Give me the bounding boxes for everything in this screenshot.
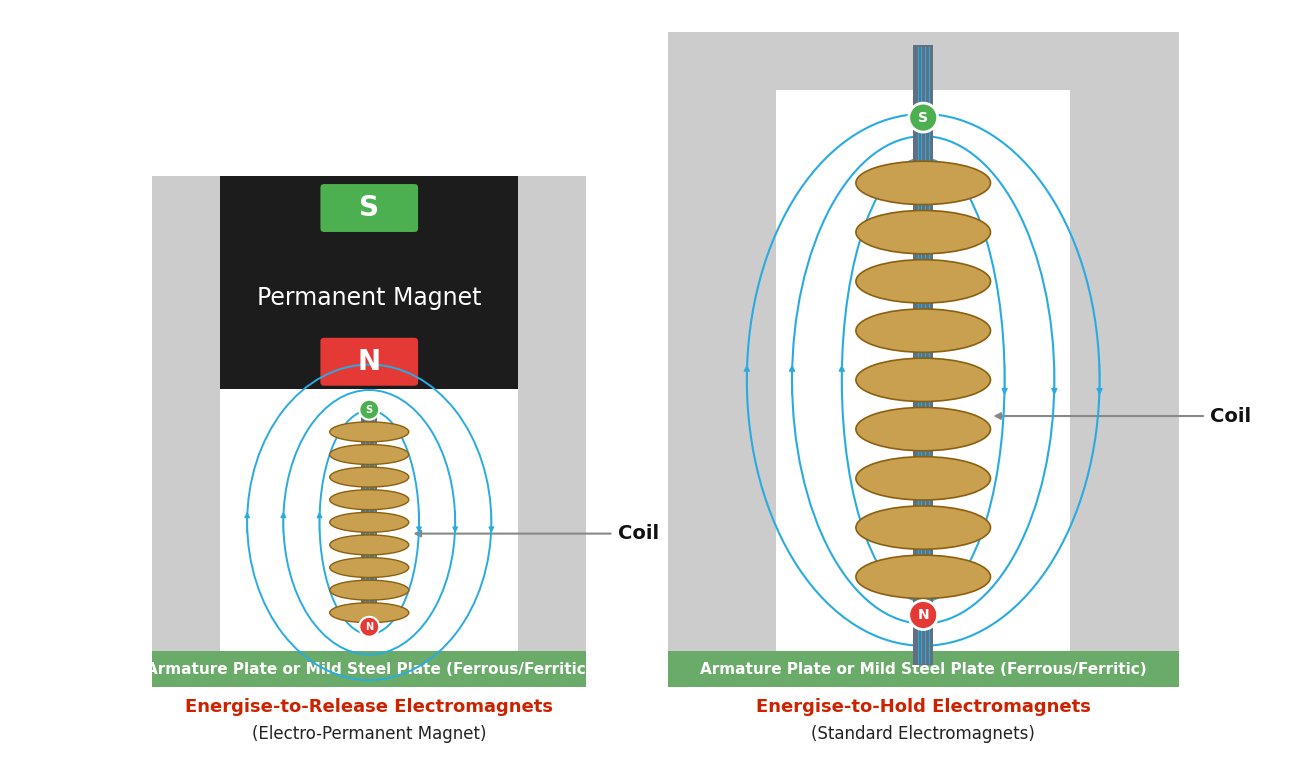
Text: Coil: Coil	[1211, 407, 1252, 425]
Bar	[668, 32, 1178, 651]
Ellipse shape	[855, 210, 991, 254]
Text: N: N	[917, 608, 929, 622]
Ellipse shape	[855, 260, 991, 303]
Ellipse shape	[855, 309, 991, 352]
Text: S: S	[366, 405, 373, 415]
Bar	[776, 90, 1070, 651]
Text: Coil: Coil	[618, 524, 659, 543]
Text: (Electro-Permanent Magnet): (Electro-Permanent Magnet)	[252, 725, 487, 743]
Bar	[913, 45, 933, 665]
Text: S: S	[359, 194, 380, 222]
Ellipse shape	[855, 358, 991, 401]
FancyBboxPatch shape	[320, 338, 419, 386]
Ellipse shape	[855, 456, 991, 500]
Bar	[220, 176, 518, 389]
Circle shape	[359, 617, 379, 637]
Circle shape	[359, 400, 379, 419]
Ellipse shape	[329, 490, 408, 509]
Ellipse shape	[329, 535, 408, 555]
Text: N: N	[366, 621, 373, 632]
Ellipse shape	[329, 467, 408, 487]
Text: S: S	[919, 111, 928, 125]
Text: N: N	[358, 347, 381, 375]
Ellipse shape	[329, 512, 408, 532]
Bar	[152, 651, 587, 687]
Text: Energise-to-Hold Electromagnets: Energise-to-Hold Electromagnets	[756, 698, 1090, 716]
Ellipse shape	[329, 558, 408, 578]
Ellipse shape	[855, 506, 991, 550]
Text: (Standard Electromagnets): (Standard Electromagnets)	[811, 725, 1035, 743]
Bar	[152, 176, 587, 651]
Ellipse shape	[329, 444, 408, 465]
Ellipse shape	[329, 603, 408, 623]
Ellipse shape	[855, 407, 991, 450]
Text: Armature Plate or Mild Steel Plate (Ferrous/Ferritic): Armature Plate or Mild Steel Plate (Ferr…	[700, 662, 1146, 677]
Bar	[668, 651, 1178, 687]
Ellipse shape	[855, 555, 991, 599]
Text: Permanent Magnet: Permanent Magnet	[257, 286, 482, 310]
Ellipse shape	[329, 422, 408, 442]
Ellipse shape	[855, 161, 991, 204]
Bar	[220, 389, 518, 651]
Circle shape	[908, 103, 938, 132]
Bar	[360, 403, 377, 633]
Text: Armature Plate or Mild Steel Plate (Ferrous/Ferritic): Armature Plate or Mild Steel Plate (Ferr…	[146, 662, 593, 677]
Circle shape	[908, 600, 938, 630]
FancyBboxPatch shape	[320, 184, 419, 232]
Ellipse shape	[329, 580, 408, 600]
Text: Energise-to-Release Electromagnets: Energise-to-Release Electromagnets	[185, 698, 553, 716]
